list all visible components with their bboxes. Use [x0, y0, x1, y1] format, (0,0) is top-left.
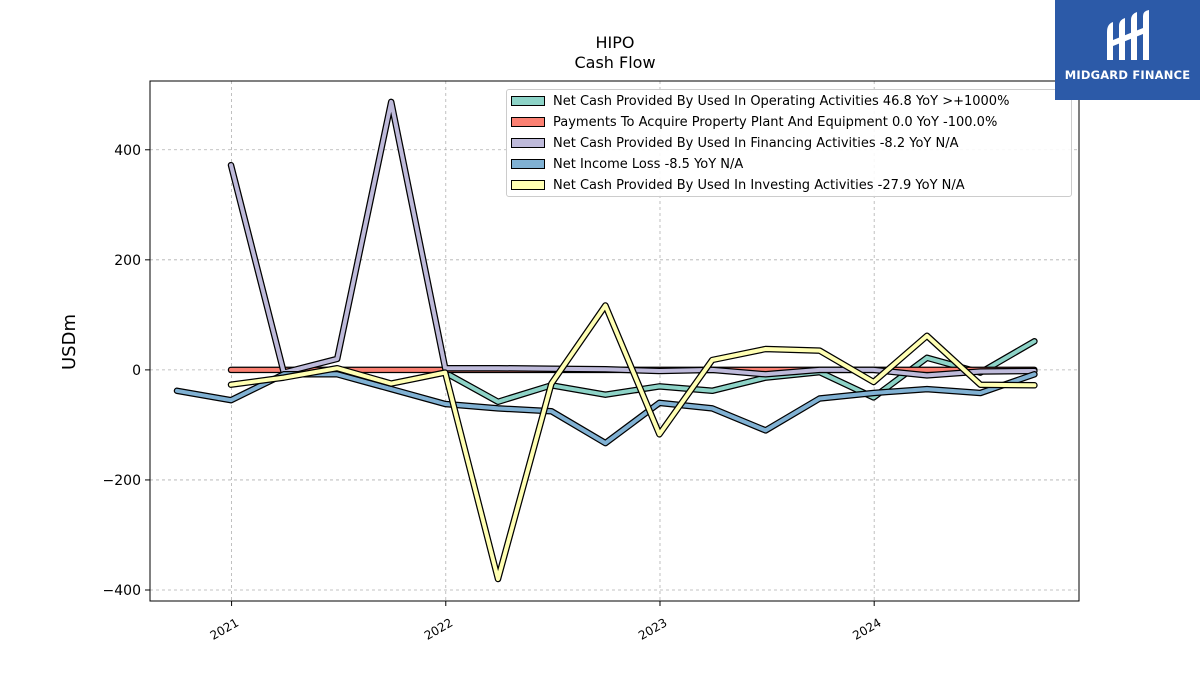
y-tick-label: −400 — [103, 583, 141, 599]
legend-swatch-investing — [511, 180, 545, 190]
x-tick-label: 2024 — [850, 615, 883, 642]
x-tick-label: 2023 — [636, 615, 669, 642]
series-line — [229, 303, 1037, 581]
brand-name: MIDGARD FINANCE — [1064, 68, 1191, 82]
chart-title: HIPO — [596, 33, 635, 52]
series-lines — [173, 98, 1038, 583]
legend-item-financing: Net Cash Provided By Used In Financing A… — [507, 133, 958, 153]
legend-item-capex: Payments To Acquire Property Plant And E… — [507, 112, 997, 132]
x-tick-label: 2021 — [208, 615, 241, 642]
legend-label-operating: Net Cash Provided By Used In Operating A… — [553, 93, 1010, 109]
legend: Net Cash Provided By Used In Operating A… — [506, 89, 1072, 197]
legend-item-investing: Net Cash Provided By Used In Investing A… — [507, 175, 965, 195]
plot-frame — [149, 80, 1080, 602]
legend-swatch-operating — [511, 96, 545, 106]
y-tick-label: 200 — [114, 253, 141, 269]
legend-label-investing: Net Cash Provided By Used In Investing A… — [553, 177, 965, 193]
chart-subtitle: Cash Flow — [574, 53, 655, 72]
legend-item-operating: Net Cash Provided By Used In Operating A… — [507, 91, 1009, 111]
x-tick-label: 2022 — [422, 615, 455, 642]
legend-item-net-income: Net Income Loss -8.5 YoY N/A — [507, 154, 743, 174]
legend-label-net-income: Net Income Loss -8.5 YoY N/A — [553, 156, 744, 172]
series-investing-cash-flow — [227, 302, 1038, 583]
legend-swatch-financing — [511, 138, 545, 148]
legend-label-financing: Net Cash Provided By Used In Financing A… — [553, 135, 959, 151]
y-axis-label: USDm — [59, 314, 80, 370]
legend-swatch-net-income — [511, 159, 545, 169]
y-tick-label: 0 — [132, 363, 141, 379]
legend-swatch-capex — [511, 117, 545, 127]
brand-logo: MIDGARD FINANCE — [1055, 0, 1200, 100]
brand-logo-icon — [1107, 10, 1149, 60]
series-line — [443, 339, 1037, 404]
legend-label-capex: Payments To Acquire Property Plant And E… — [553, 114, 998, 130]
y-tick-label: −200 — [103, 473, 141, 489]
y-tick-label: 400 — [114, 143, 141, 159]
